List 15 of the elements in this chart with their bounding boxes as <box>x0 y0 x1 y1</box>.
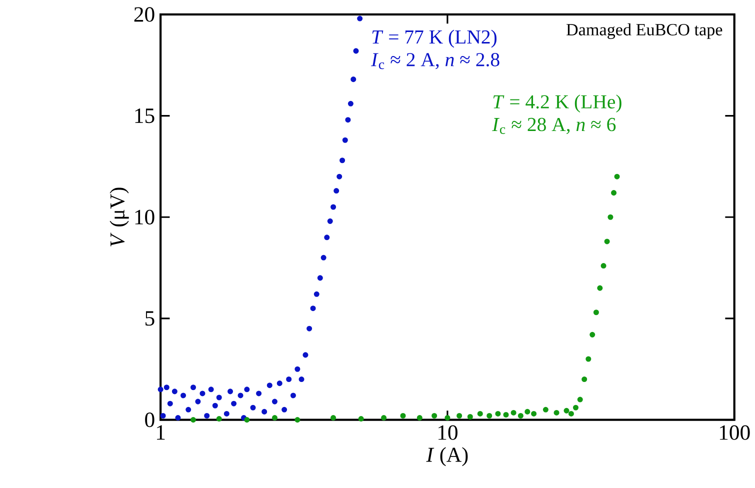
series-label: T = 77 K (LN2) <box>372 30 496 48</box>
annotation: I$_{c}$ ≈ 28 A, n ≈ 6 <box>492 118 616 134</box>
y-tick-label: 20 <box>134 7 154 22</box>
annotation: Damaged EuBCO tape <box>566 23 722 39</box>
x-tick-label: 1 <box>157 425 165 440</box>
x-axis-title: I (A) <box>426 446 468 466</box>
y-tick-label: 0 <box>145 412 154 428</box>
text: T = 4.2 K (LHe) <box>493 94 622 112</box>
y-tick-label: 15 <box>135 108 154 123</box>
y-tick-label: 5 <box>146 311 154 326</box>
x-tick-label: 100 <box>720 425 750 440</box>
x-tick-label: 10 <box>438 425 458 440</box>
annotation: I$_{c}$ ≈ 2 A, n ≈ 2.8 <box>370 52 500 70</box>
y-axis-title: V (μV) <box>110 188 129 246</box>
y-tick-label: 10 <box>135 210 154 224</box>
